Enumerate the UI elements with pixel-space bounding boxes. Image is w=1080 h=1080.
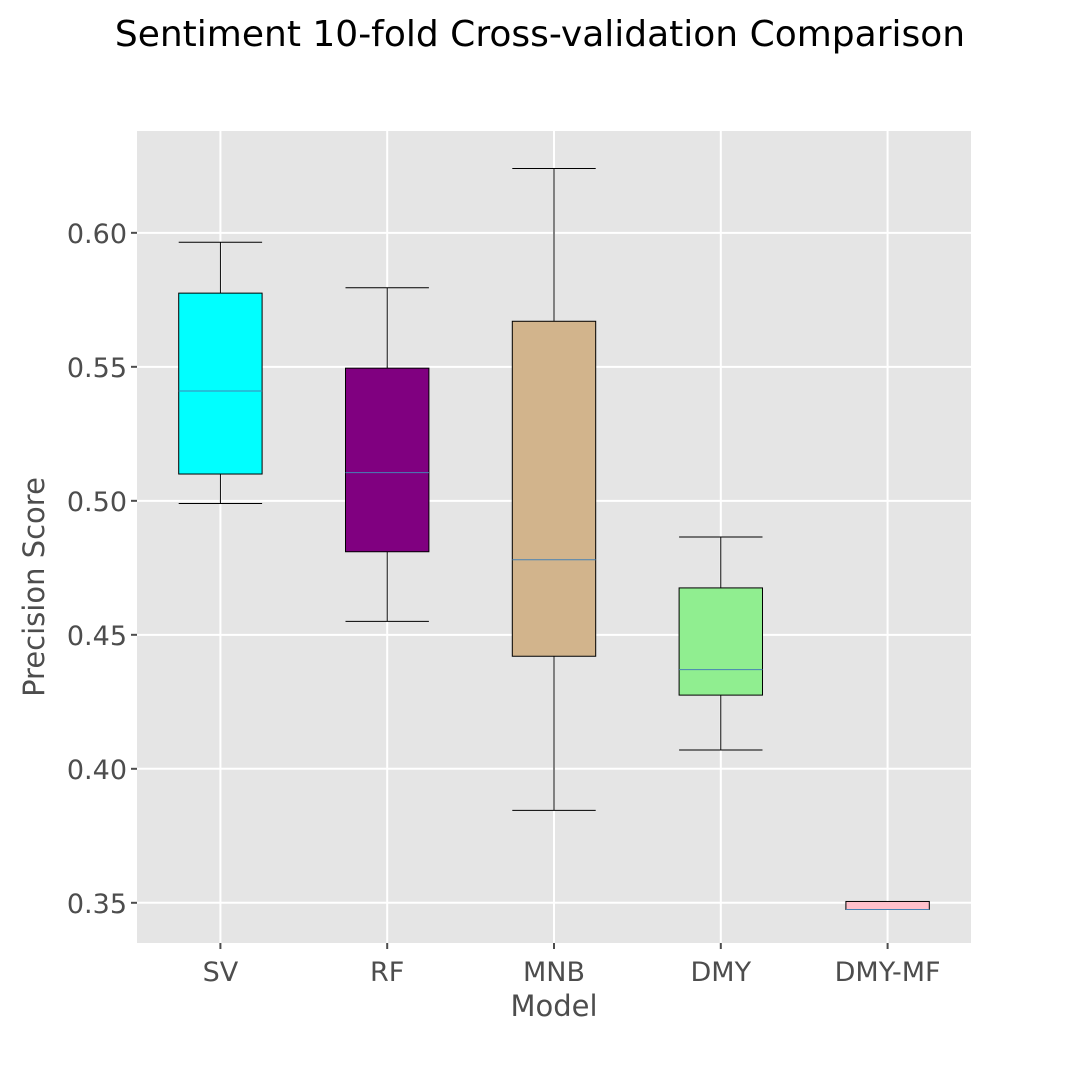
y-tick-label: 0.40 [67, 755, 127, 786]
x-axis-ticks: SV RF MNB DMY DMY-MF [203, 943, 941, 988]
x-tick-label: SV [203, 957, 239, 988]
box-body [511, 320, 597, 657]
chart-title: Sentiment 10-fold Cross-validation Compa… [114, 14, 966, 55]
box-mnb [511, 168, 597, 811]
boxes [178, 168, 930, 911]
box-body [845, 900, 930, 911]
box-dmy [678, 536, 763, 751]
x-axis-title: Model [510, 989, 597, 1023]
y-tick-label: 0.60 [67, 219, 127, 250]
box-sv [178, 241, 263, 505]
box-body [678, 587, 763, 696]
box-dmy-mf [845, 900, 930, 911]
y-tick-label: 0.50 [67, 487, 127, 518]
box-body [178, 292, 263, 475]
y-tick-label: 0.45 [67, 621, 127, 652]
y-tick-label: 0.35 [67, 889, 127, 920]
x-tick-label: DMY [691, 957, 752, 988]
x-tick-label: DMY-MF [835, 957, 941, 988]
box-body [345, 367, 430, 553]
x-tick-label: MNB [523, 957, 585, 988]
box-rf [345, 287, 430, 622]
y-axis-title: Precision Score [17, 477, 51, 697]
x-tick-label: RF [370, 957, 404, 988]
y-tick-label: 0.55 [67, 353, 127, 384]
y-axis-ticks: 0.35 0.40 0.45 0.50 0.55 0.60 [67, 219, 137, 920]
